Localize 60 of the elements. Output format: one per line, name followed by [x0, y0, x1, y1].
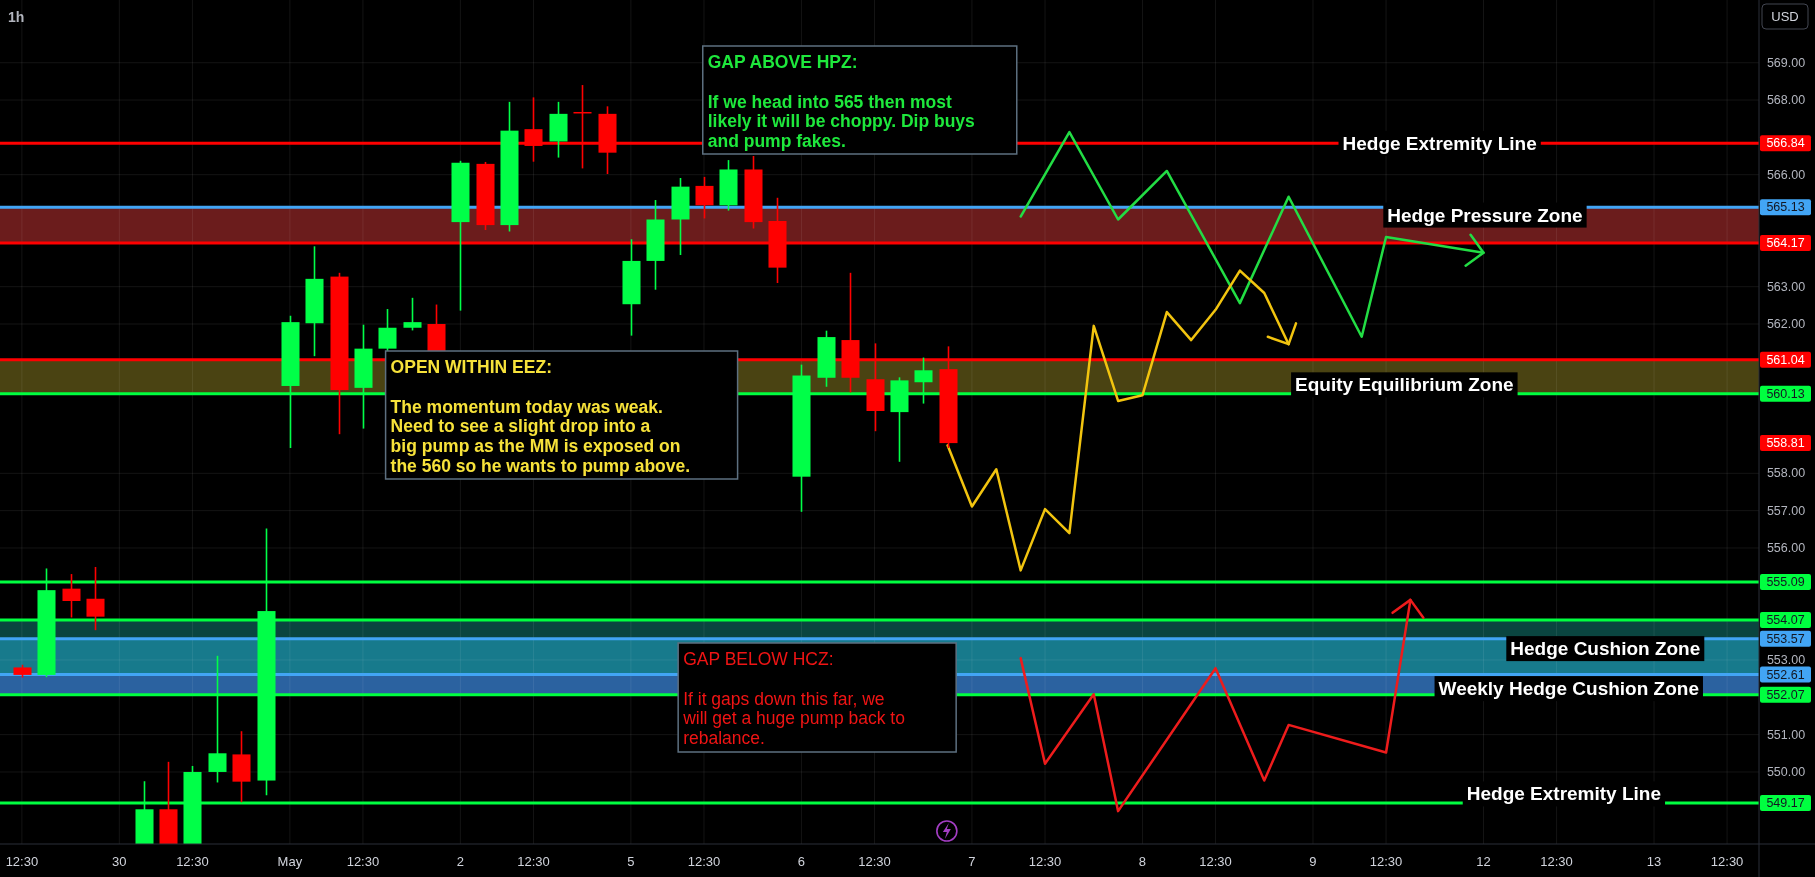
y-tick-label: 558.00 [1766, 466, 1806, 481]
text: 561.04 [1766, 352, 1805, 367]
band-label: Weekly Hedge Cushion Zone [1438, 678, 1699, 700]
x-tick-label: 7 [968, 853, 976, 869]
text: 558.81 [1766, 436, 1805, 451]
x-tick-label: 6 [797, 853, 806, 869]
x-tick-label: 12 [1476, 853, 1491, 869]
ref-line-label: Hedge Extremity Line [1342, 132, 1537, 154]
x-tick-label: 12:30 [1710, 853, 1744, 869]
y-tick-label: 563.00 [1766, 279, 1806, 294]
text: 553.57 [1766, 631, 1805, 646]
x-tick-label: 2 [456, 853, 464, 869]
x-tick-label: 12:30 [1540, 853, 1573, 869]
candlestick [62, 574, 81, 618]
y-tick-label: 566.00 [1766, 167, 1806, 182]
y-tick-label: 557.00 [1766, 503, 1806, 518]
x-tick-label: 12:30 [1199, 853, 1232, 869]
y-tick-label: 568.00 [1766, 93, 1806, 108]
text: 1h [8, 9, 25, 25]
text: 554.07 [1766, 613, 1805, 628]
y-tick-label: 553.00 [1766, 652, 1806, 667]
candlestick [378, 309, 397, 351]
x-tick-label: 30 [112, 853, 127, 869]
y-axis-title: USD [1771, 9, 1799, 24]
text: 552.07 [1766, 687, 1805, 702]
candlestick [695, 176, 714, 219]
x-tick-label: 12:30 [176, 853, 209, 869]
x-tick-label: 12:30 [5, 853, 39, 869]
annotation: GAP BELOW HCZ: If it gaps down this far, we will get a huge pump back to rebalance. [682, 649, 905, 749]
annotation: GAP ABOVE HPZ: If we head into 565 then most likely it will be choppy. Dip buys and pump fakes. [707, 52, 976, 152]
candlestick [86, 566, 105, 631]
y-tick-label: 556.00 [1766, 540, 1806, 555]
x-tick-label: 12:30 [517, 853, 550, 869]
band-label: Hedge Pressure Zone [1387, 204, 1583, 226]
x-tick-label: 12:30 [858, 853, 891, 869]
text: 560.13 [1766, 386, 1805, 401]
x-tick-label: 13 [1646, 853, 1662, 869]
y-tick-label: 551.00 [1766, 727, 1806, 742]
text: 555.09 [1766, 574, 1805, 589]
text: 565.13 [1766, 200, 1805, 215]
text: 566.84 [1766, 136, 1805, 151]
annotation: OPEN WITHIN EEZ: The momentum today was weak. Need to see a slight drop into a big pump as the MM is exposed on the 560 so he wants to pump above. [390, 357, 691, 476]
ref-line-label: Hedge Extremity Line [1466, 783, 1662, 805]
x-tick-label: 12:30 [346, 853, 380, 869]
y-tick-label: 569.00 [1766, 55, 1806, 70]
band-label: Equity Equilibrium Zone [1295, 374, 1514, 396]
x-tick-label: 5 [627, 853, 635, 869]
text: 549.17 [1766, 795, 1805, 810]
x-tick-label: 9 [1309, 853, 1317, 869]
candlestick [403, 297, 422, 331]
x-tick-label: 12:30 [1028, 853, 1062, 869]
y-tick-label: 550.00 [1766, 764, 1806, 779]
x-tick-label: 8 [1138, 853, 1147, 869]
x-tick-label: 12:30 [687, 853, 721, 869]
band-label: Hedge Cushion Zone [1510, 638, 1701, 660]
y-tick-label: 562.00 [1766, 317, 1806, 332]
x-tick-label: May [277, 853, 303, 869]
text: 564.17 [1766, 236, 1805, 251]
text: 552.61 [1766, 667, 1805, 682]
x-tick-label: 12:30 [1369, 853, 1403, 869]
